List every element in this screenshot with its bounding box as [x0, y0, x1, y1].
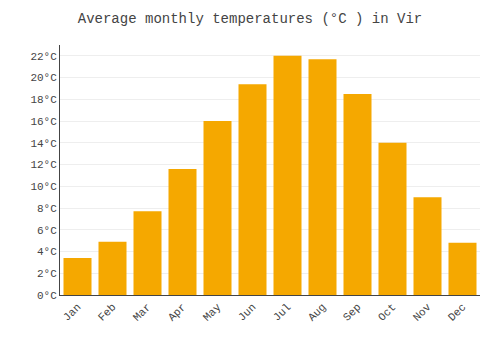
- svg-text:Oct: Oct: [376, 301, 398, 323]
- svg-text:Jun: Jun: [236, 301, 258, 323]
- svg-text:May: May: [201, 301, 224, 324]
- svg-text:10°C: 10°C: [30, 181, 57, 193]
- svg-text:Dec: Dec: [446, 301, 468, 323]
- svg-text:6°C: 6°C: [37, 225, 57, 237]
- svg-text:Aug: Aug: [306, 301, 328, 323]
- svg-text:18°C: 18°C: [30, 94, 57, 106]
- svg-text:Feb: Feb: [96, 301, 118, 323]
- svg-text:12°C: 12°C: [30, 159, 57, 171]
- svg-text:2°C: 2°C: [37, 268, 57, 280]
- svg-text:Sep: Sep: [341, 301, 363, 323]
- svg-text:16°C: 16°C: [30, 116, 57, 128]
- svg-text:Jul: Jul: [271, 301, 293, 323]
- svg-text:Jan: Jan: [61, 301, 83, 323]
- svg-text:4°C: 4°C: [37, 246, 57, 258]
- svg-text:0°C: 0°C: [37, 290, 57, 302]
- svg-text:14°C: 14°C: [30, 138, 57, 150]
- svg-text:20°C: 20°C: [30, 72, 57, 84]
- svg-text:Average monthly temperatures (: Average monthly temperatures (°C ) in Vi…: [78, 11, 422, 27]
- svg-text:Apr: Apr: [166, 301, 188, 323]
- svg-text:22°C: 22°C: [30, 51, 57, 63]
- svg-text:Mar: Mar: [131, 301, 153, 323]
- svg-text:8°C: 8°C: [37, 203, 57, 215]
- svg-text:Nov: Nov: [411, 301, 434, 324]
